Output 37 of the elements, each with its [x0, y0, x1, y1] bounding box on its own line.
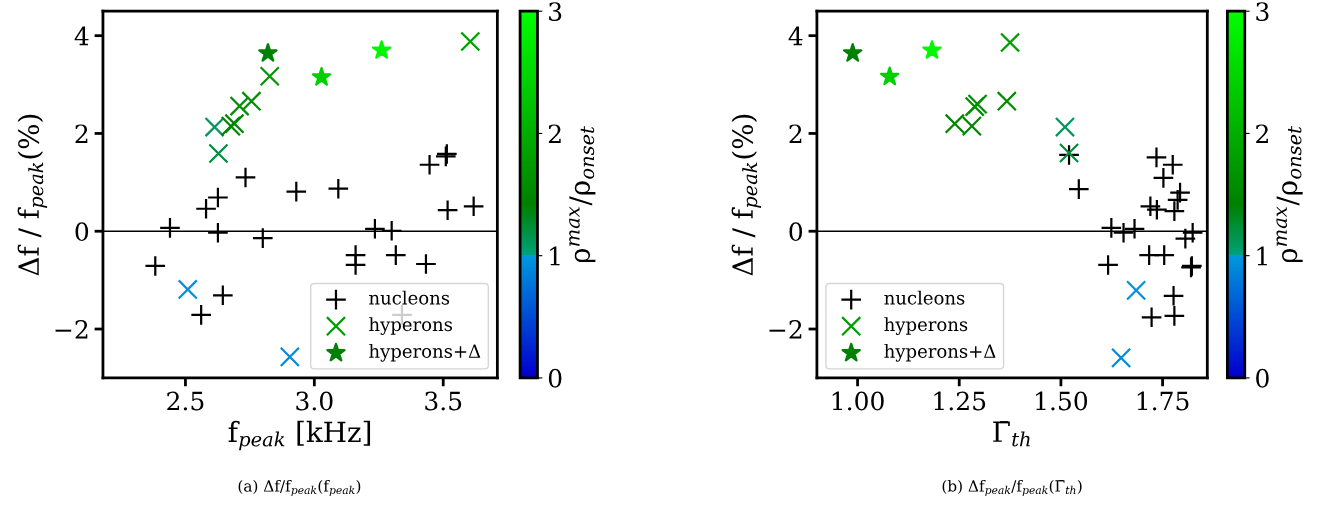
y-axis-title: Δf / f$_{peak}$(%) — [731, 114, 762, 276]
y-tick-label: 2 — [789, 124, 802, 143]
text: (a) Δf/f$_{peak}$(f$_{peak}$) — [238, 479, 361, 497]
x-tick-label: 1.50 — [1036, 391, 1088, 411]
color-bar-label: 0 — [1256, 368, 1269, 388]
x-tick-label: 1.25 — [934, 391, 986, 411]
color-bar-label: 3 — [1256, 2, 1269, 22]
color-bar-title: ρ$^{max}$/ρ$_{onset}$ — [569, 126, 596, 263]
color-bar-label: 0 — [548, 368, 562, 388]
x-tick-label: 3.0 — [296, 391, 333, 411]
legend-label: hyperons+Δ — [884, 343, 996, 362]
y-tick-label: 0 — [75, 222, 89, 242]
color-bar-label: 2 — [1256, 124, 1268, 143]
text: (b) Δf$_{peak}$/f$_{peak}$(Γ̄$_{th}$) — [942, 479, 1082, 497]
y-axis-title: Δf / f$_{peak}$(%) — [17, 114, 48, 276]
color-bar-label: 1 — [550, 246, 560, 266]
y-tick-label: 0 — [789, 222, 803, 242]
color-bar-label: 2 — [548, 124, 561, 143]
x-tick-label: 3.5 — [425, 391, 462, 411]
y-tick-label: 4 — [788, 26, 803, 46]
x-axis-title: Γ̄$_{th}$ — [993, 421, 1030, 447]
y-tick-label: −2 — [55, 319, 88, 339]
y-tick-label: 4 — [74, 26, 89, 46]
color-bar-title: ρ$^{max}$/ρ$_{onset}$ — [1276, 126, 1303, 263]
legend-label: nucleons — [369, 290, 450, 305]
y-tick-label: −2 — [769, 319, 802, 339]
x-tick-label: 1.00 — [832, 391, 884, 411]
x-axis-title: f$_{peak}$ [kHz] — [228, 420, 371, 451]
legend-label: nucleons — [884, 290, 965, 305]
color-bar-label: 3 — [549, 2, 562, 22]
x-tick-label: 2.5 — [167, 391, 204, 411]
color-bar-label: 1 — [1257, 246, 1267, 266]
legend-label: hyperons — [884, 317, 968, 335]
legend-label: hyperons+Δ — [369, 343, 481, 362]
legend-label: hyperons — [369, 317, 453, 335]
x-tick-label: 1.75 — [1137, 391, 1189, 411]
y-tick-label: 2 — [75, 124, 88, 143]
